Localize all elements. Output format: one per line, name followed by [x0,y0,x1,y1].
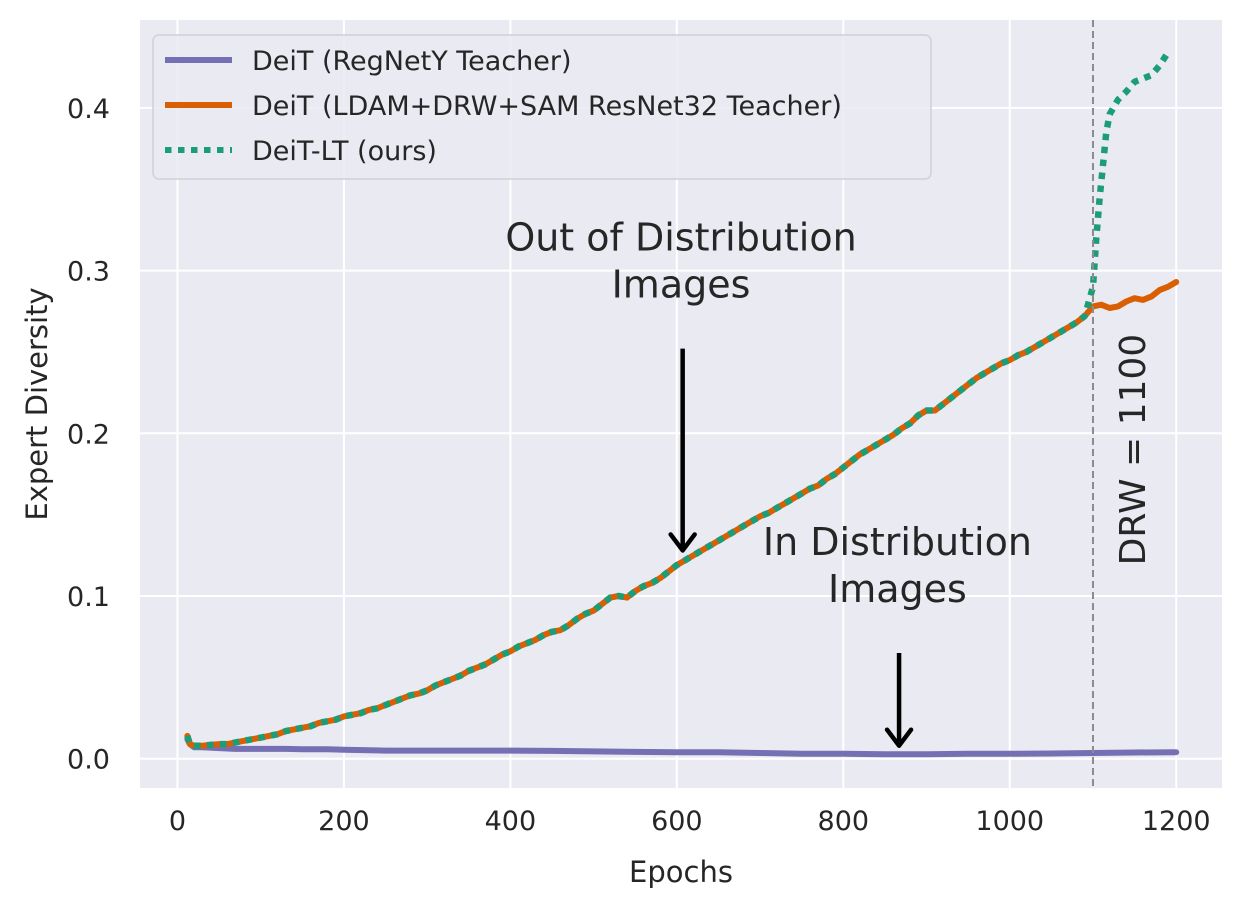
x-tick-label-0: 0 [169,806,186,837]
annotation-ood-arrow-head [668,532,697,553]
y-tick-label-1: 0.1 [67,582,110,613]
x-tick-label-1: 200 [318,806,370,837]
annotation-id-line-0: In Distribution [763,520,1032,564]
y-tick-label-0: 0.0 [67,745,110,776]
x-tick-label-5: 1000 [975,806,1044,837]
annotation-id-line-1: Images [828,567,967,611]
legend-frame [152,34,932,180]
annotation-ood-line-0: Out of Distribution [505,216,856,260]
series-line-regnety [184,736,1180,758]
x-tick-label-4: 800 [818,806,870,837]
x-tick-label-3: 600 [651,806,703,837]
legend-label-ldam: DeiT (LDAM+DRW+SAM ResNet32 Teacher) [252,91,842,122]
series-layer [184,50,1180,758]
annotation-id-arrow-head [884,727,914,748]
y-tick-label-3: 0.3 [67,257,110,288]
annotation-ood-line-1: Images [612,263,751,307]
x-axis-label: Epochs [629,855,733,889]
x-tick-label-6: 1200 [1142,806,1211,837]
drw-label: DRW = 1100 [1113,334,1154,566]
legend-label-regnety: DeiT (RegNetY Teacher) [252,46,572,77]
y-tick-label-2: 0.2 [67,419,110,450]
drw-marker: DRW = 1100 [1091,20,1154,788]
y-tick-label-4: 0.4 [67,94,110,125]
legend-label-deit-lt: DeiT-LT (ours) [252,136,437,167]
x-axis-ticks: 0 200 400 600 800 1000 1200 [169,806,1211,837]
x-tick-label-2: 400 [485,806,537,837]
legend: DeiT (RegNetY Teacher) DeiT (LDAM+DRW+SAM… [152,34,932,180]
y-axis-ticks: 0.0 0.1 0.2 0.3 0.4 [67,94,110,776]
series-line-deit-lt [184,50,1171,749]
y-axis-label: Expert Diversity [20,287,54,520]
